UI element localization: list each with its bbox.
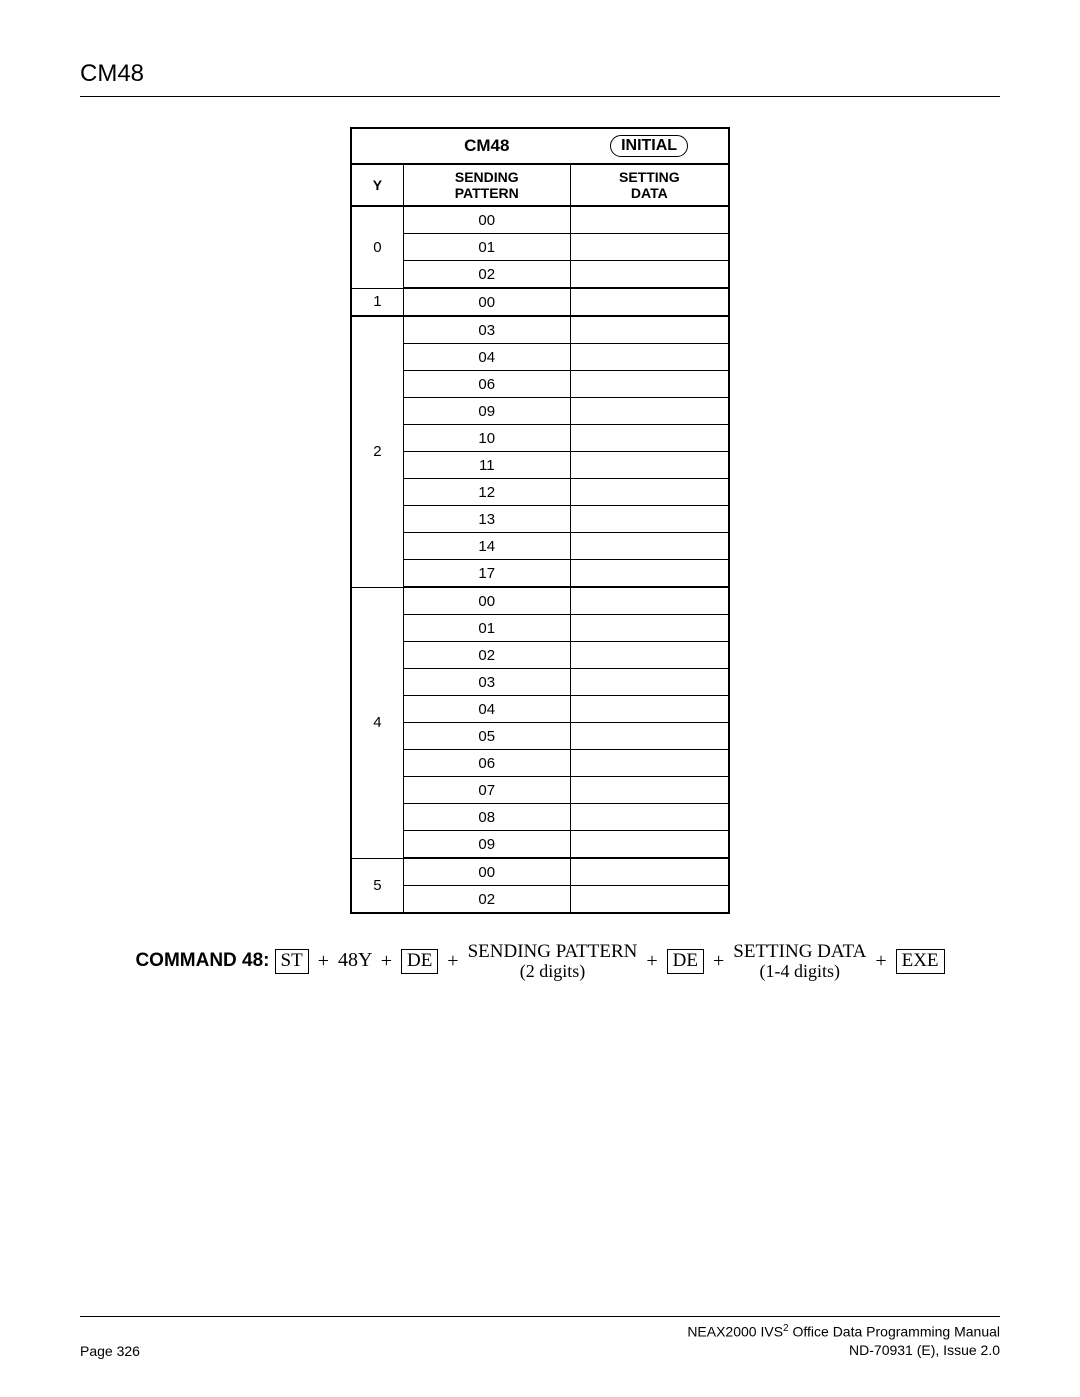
footer-right: NEAX2000 IVS2 Office Data Programming Ma… xyxy=(687,1323,1000,1359)
sending-pattern-cell: 00 xyxy=(403,206,570,234)
y-cell: 5 xyxy=(351,858,403,913)
setting-data-cell xyxy=(570,206,729,234)
sending-pattern-cell: 07 xyxy=(403,777,570,804)
setting-data-cell xyxy=(570,506,729,533)
sending-pattern-cell: 09 xyxy=(403,831,570,859)
setting-data-cell xyxy=(570,777,729,804)
initial-cell: INITIAL xyxy=(570,128,729,164)
setting-data-cell xyxy=(570,831,729,859)
setting-data-cell xyxy=(570,615,729,642)
sending-pattern-cell: 04 xyxy=(403,696,570,723)
key-de: DE xyxy=(667,949,704,974)
setting-data-cell xyxy=(570,234,729,261)
setting-data-cell xyxy=(570,858,729,886)
sending-pattern-cell: 13 xyxy=(403,506,570,533)
setting-data-cell xyxy=(570,371,729,398)
sending-pattern-cell: 09 xyxy=(403,398,570,425)
sending-pattern-cell: 02 xyxy=(403,642,570,669)
setting-data-cell xyxy=(570,587,729,615)
sending-pattern-cell: 01 xyxy=(403,615,570,642)
table-title: CM48 xyxy=(403,128,570,164)
setting-data-cell xyxy=(570,479,729,506)
setting-data-cell xyxy=(570,696,729,723)
col-header-y: Y xyxy=(351,164,403,206)
page-footer: Page 326 NEAX2000 IVS2 Office Data Progr… xyxy=(80,1323,1000,1359)
setting-data-cell xyxy=(570,533,729,560)
footer-manual-title: NEAX2000 IVS2 Office Data Programming Ma… xyxy=(687,1323,1000,1341)
plus-icon: + xyxy=(871,950,890,973)
setting-data-cell xyxy=(570,344,729,371)
sending-pattern-cell: 04 xyxy=(403,344,570,371)
key-exe: EXE xyxy=(896,949,945,974)
sending-pattern-cell: 11 xyxy=(403,452,570,479)
setting-data-cell xyxy=(570,669,729,696)
setting-data-note: (1-4 digits) xyxy=(733,962,866,981)
plus-icon: + xyxy=(377,950,396,973)
sending-pattern-cell: 01 xyxy=(403,234,570,261)
plus-icon: + xyxy=(443,950,462,973)
sending-pattern-cell: 06 xyxy=(403,750,570,777)
setting-data-label: SETTING DATA xyxy=(733,942,866,962)
command-48y: 48Y xyxy=(338,949,372,971)
sending-pattern-cell: 05 xyxy=(403,723,570,750)
setting-data-cell xyxy=(570,560,729,588)
sending-pattern-stack: SENDING PATTERN (2 digits) xyxy=(468,942,638,981)
setting-data-cell xyxy=(570,398,729,425)
footer-rule xyxy=(80,1316,1000,1317)
footer-page: Page 326 xyxy=(80,1343,140,1359)
sending-pattern-label: SENDING PATTERN xyxy=(468,942,638,962)
setting-data-cell xyxy=(570,804,729,831)
title-spacer xyxy=(351,128,403,164)
setting-data-stack: SETTING DATA (1-4 digits) xyxy=(733,942,866,981)
sending-pattern-cell: 08 xyxy=(403,804,570,831)
initial-badge: INITIAL xyxy=(610,135,688,157)
command-label: COMMAND 48: xyxy=(135,950,269,971)
plus-icon: + xyxy=(314,950,333,973)
sending-pattern-cell: 06 xyxy=(403,371,570,398)
sending-pattern-cell: 03 xyxy=(403,669,570,696)
footer-doc-id: ND-70931 (E), Issue 2.0 xyxy=(687,1342,1000,1360)
page-header-title: CM48 xyxy=(80,60,1000,88)
setting-data-cell xyxy=(570,723,729,750)
y-cell: 2 xyxy=(351,316,403,587)
setting-data-cell xyxy=(570,750,729,777)
key-de: DE xyxy=(401,949,438,974)
y-cell: 1 xyxy=(351,288,403,316)
footer-manual-b: Office Data Programming Manual xyxy=(789,1324,1000,1340)
sending-pattern-cell: 00 xyxy=(403,587,570,615)
setting-data-cell xyxy=(570,425,729,452)
footer-manual-a: NEAX2000 IVS xyxy=(687,1324,783,1340)
key-st: ST xyxy=(275,949,309,974)
setting-data-cell xyxy=(570,452,729,479)
y-cell: 4 xyxy=(351,587,403,858)
cm48-table: CM48 INITIAL Y SENDINGPATTERN SETTINGDAT… xyxy=(350,127,730,914)
header-rule xyxy=(80,96,1000,97)
setting-data-cell xyxy=(570,886,729,914)
setting-data-cell xyxy=(570,261,729,289)
sending-pattern-cell: 17 xyxy=(403,560,570,588)
sending-pattern-cell: 12 xyxy=(403,479,570,506)
setting-data-cell xyxy=(570,316,729,344)
sending-pattern-cell: 00 xyxy=(403,288,570,316)
sending-pattern-note: (2 digits) xyxy=(468,962,638,981)
sending-pattern-cell: 02 xyxy=(403,261,570,289)
command-line: COMMAND 48: ST + 48Y + DE + SENDING PATT… xyxy=(80,942,1000,981)
sending-pattern-cell: 02 xyxy=(403,886,570,914)
plus-icon: + xyxy=(642,950,661,973)
y-cell: 0 xyxy=(351,206,403,288)
setting-data-cell xyxy=(570,288,729,316)
setting-data-cell xyxy=(570,642,729,669)
sending-pattern-cell: 00 xyxy=(403,858,570,886)
plus-icon: + xyxy=(709,950,728,973)
sending-pattern-cell: 14 xyxy=(403,533,570,560)
col-header-sending: SENDINGPATTERN xyxy=(403,164,570,206)
sending-pattern-cell: 03 xyxy=(403,316,570,344)
sending-pattern-cell: 10 xyxy=(403,425,570,452)
col-header-setting: SETTINGDATA xyxy=(570,164,729,206)
